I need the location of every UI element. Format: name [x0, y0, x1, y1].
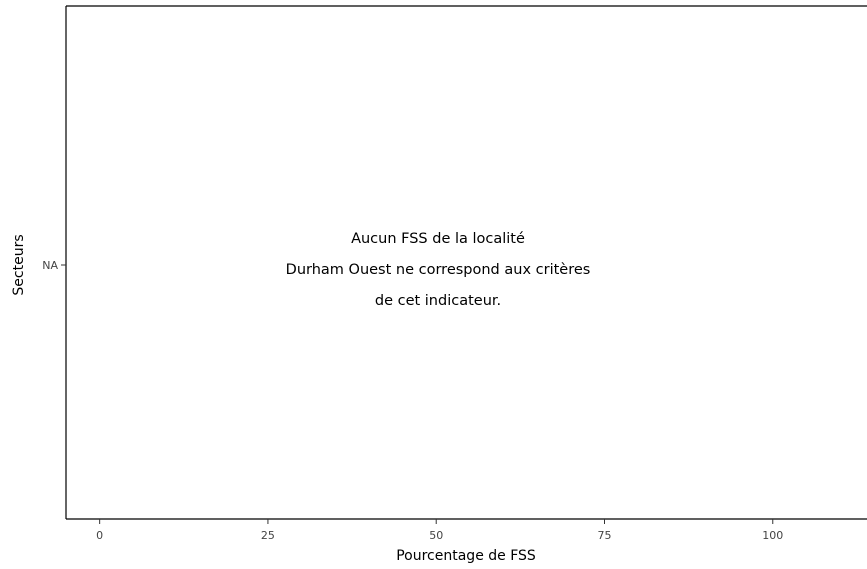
- y-axis-title: Secteurs: [11, 234, 27, 295]
- x-tick-label-100: 100: [762, 529, 783, 542]
- x-tick-label-0: 0: [96, 529, 103, 542]
- y-tick-label-na: NA: [42, 259, 58, 272]
- x-tick-label-25: 25: [261, 529, 275, 542]
- x-tick-label-50: 50: [429, 529, 443, 542]
- x-axis-title: Pourcentage de FSS: [396, 548, 536, 564]
- no-data-message-line-3: de cet indicateur.: [375, 293, 501, 309]
- x-axis-ticks: 0 25 50 75 100: [96, 519, 783, 542]
- no-data-message-line-2: Durham Ouest ne correspond aux critères: [286, 262, 591, 278]
- no-data-message: Aucun FSS de la localité Durham Ouest ne…: [286, 231, 591, 309]
- x-tick-label-75: 75: [597, 529, 611, 542]
- y-axis-ticks: NA: [42, 259, 66, 272]
- no-data-message-line-1: Aucun FSS de la localité: [351, 231, 525, 247]
